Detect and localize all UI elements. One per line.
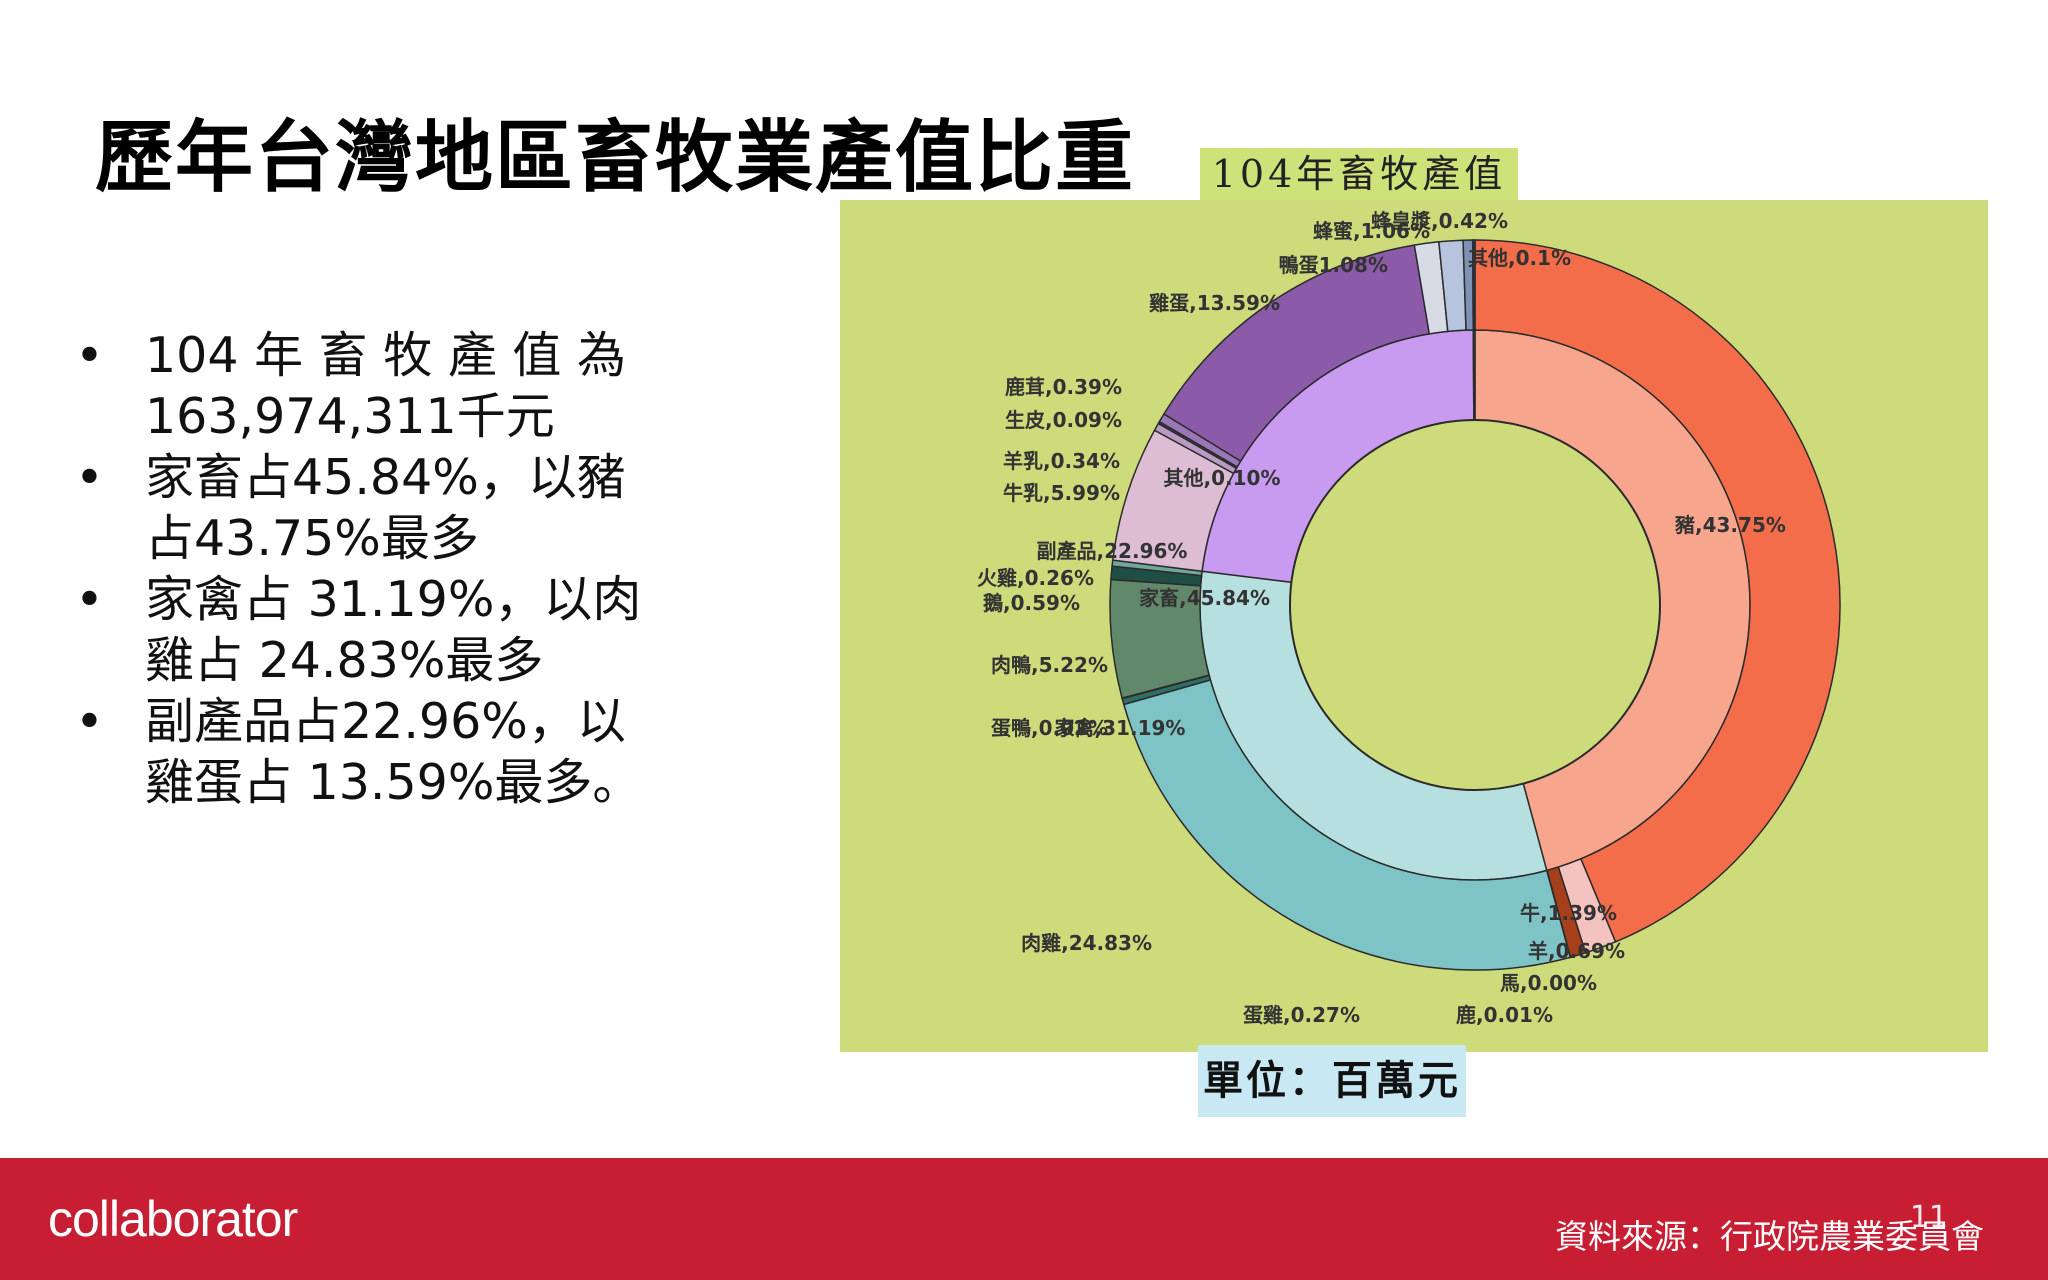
outer-label-19: 其他,0.1% bbox=[1468, 246, 1571, 270]
outer-label-4: 鹿,0.01% bbox=[1456, 1003, 1553, 1027]
outer-label-1: 牛,1.39% bbox=[1520, 901, 1617, 925]
inner-label-3: 其他,0.10% bbox=[1164, 466, 1281, 490]
chart-title: 104年畜牧產值 bbox=[1200, 148, 1518, 200]
outer-slice-0 bbox=[1474, 239, 1841, 943]
brand-logo: collaborator bbox=[48, 1191, 298, 1247]
bullet-item: • 家畜占45.84%，以豬占43.75%最多 bbox=[75, 449, 626, 567]
outer-label-8: 肉鴨,5.22% bbox=[991, 653, 1108, 677]
bullet-item: • 104 年 畜 牧 產 值 為 163,974,311千元 bbox=[75, 327, 626, 445]
page-number: 11 bbox=[1909, 1200, 1948, 1235]
outer-label-15: 雞蛋,13.59% bbox=[1148, 291, 1280, 315]
outer-slice-19 bbox=[1471, 239, 1476, 331]
bullet-text: 104 年 畜 牧 產 值 為 163,974,311千元 bbox=[145, 327, 626, 445]
outer-label-7: 蛋鴨,0.02% bbox=[991, 716, 1108, 740]
inner-label-0: 家畜,45.84% bbox=[1139, 586, 1270, 610]
outer-label-9: 鵝,0.59% bbox=[983, 591, 1080, 615]
bullet-text: 副產品占22.96%，以雞蛋占 13.59%最多。 bbox=[145, 693, 642, 811]
inner-label-1: 家禽,31.19% bbox=[1055, 716, 1186, 740]
outer-label-17: 蜂蜜,1.06% bbox=[1313, 219, 1430, 243]
outer-label-16: 鴨蛋1.08% bbox=[1279, 253, 1388, 277]
slide-title: 歷年台灣地區畜牧業產值比重 bbox=[95, 113, 1136, 203]
inner-slice-3 bbox=[1472, 329, 1476, 421]
donut-hole bbox=[1289, 419, 1661, 791]
bullet-text: 家畜占45.84%，以豬占43.75%最多 bbox=[145, 449, 626, 567]
unit-label: 單位：百萬元 bbox=[1198, 1045, 1466, 1117]
outer-label-11: 牛乳,5.99% bbox=[1003, 481, 1120, 505]
outer-label-0: 豬,43.75% bbox=[1674, 513, 1786, 537]
outer-label-18: 蜂皇漿,0.42% bbox=[1371, 209, 1508, 233]
outer-label-5: 肉雞,24.83% bbox=[1021, 931, 1152, 955]
bullet-item: • 家禽占 31.19%，以肉雞占 24.83%最多 bbox=[75, 571, 642, 689]
double-donut-chart: 家畜,45.84% 家禽,31.19% 副產品,22.96% 其他,0.10% 豬,43… bbox=[977, 209, 1841, 1027]
outer-label-14: 鹿茸,0.39% bbox=[1005, 375, 1122, 399]
outer-label-10: 火雞,0.26% bbox=[977, 566, 1094, 590]
outer-label-13: 生皮,0.09% bbox=[1005, 408, 1122, 432]
bullet-text: 家禽占 31.19%，以肉雞占 24.83%最多 bbox=[145, 571, 642, 689]
chart-panel: 家畜,45.84% 家禽,31.19% 副產品,22.96% 其他,0.10% 豬,43… bbox=[840, 200, 1988, 1052]
outer-label-6: 蛋雞,0.27% bbox=[1243, 1003, 1360, 1027]
bullet-list: • 104 年 畜 牧 產 值 為 163,974,311千元 • 家畜占45.84… bbox=[75, 325, 655, 813]
outer-label-12: 羊乳,0.34% bbox=[1003, 449, 1120, 473]
source-note: 資料來源：行政院農業委員會 bbox=[1555, 1217, 1984, 1256]
footer-bar bbox=[0, 1158, 2048, 1280]
bullet-item: • 副產品占22.96%，以雞蛋占 13.59%最多。 bbox=[75, 693, 642, 811]
outer-label-2: 羊,0.69% bbox=[1528, 939, 1625, 963]
outer-label-3: 馬,0.00% bbox=[1500, 971, 1597, 995]
inner-label-2: 副產品,22.96% bbox=[1037, 539, 1188, 563]
